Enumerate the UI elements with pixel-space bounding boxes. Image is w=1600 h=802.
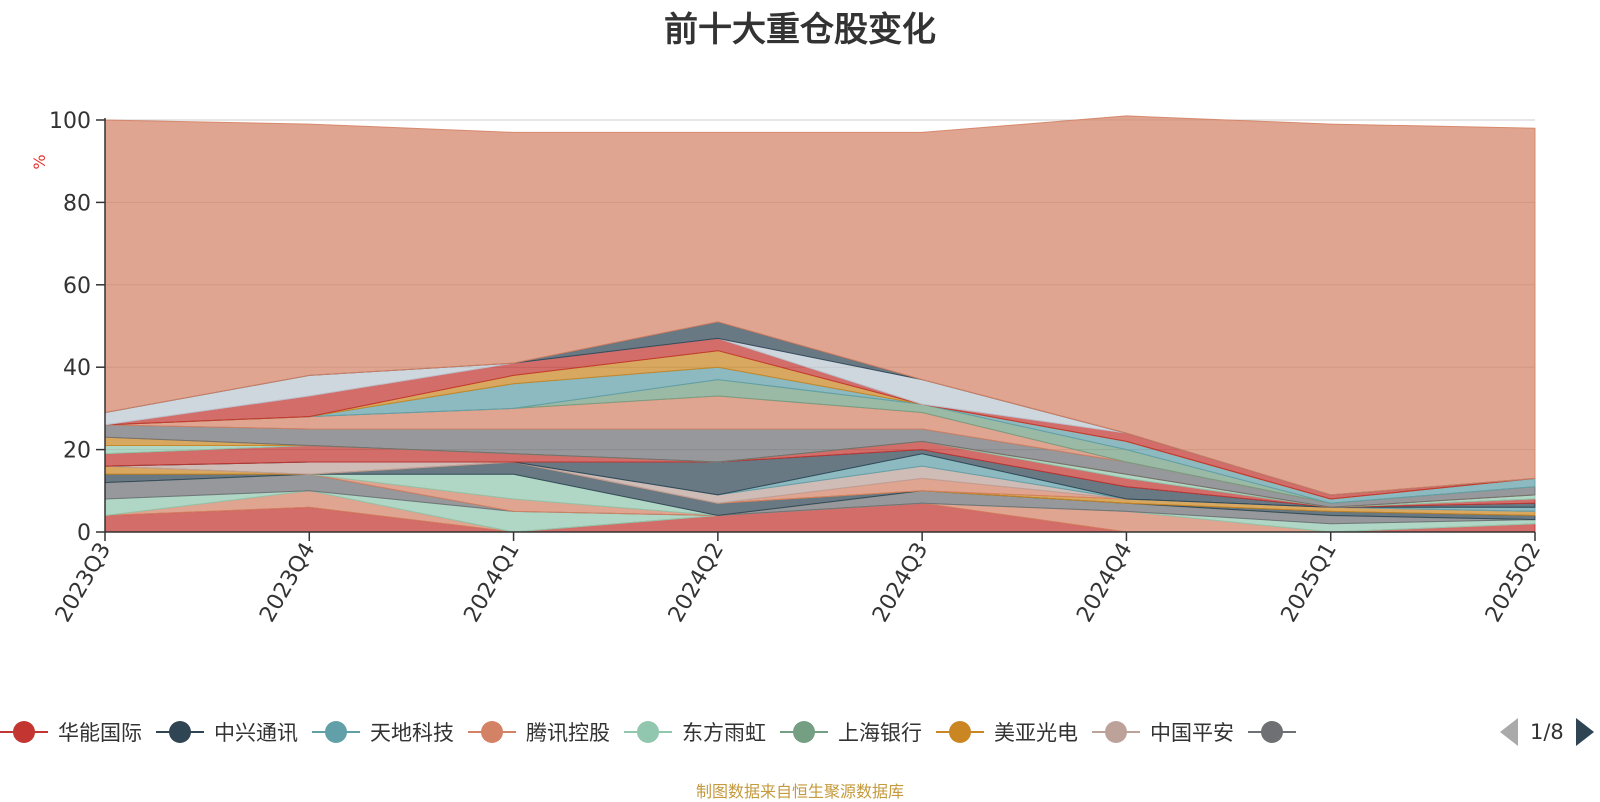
y-tick-label: 20 — [63, 439, 91, 464]
y-tick-label: 40 — [63, 356, 91, 381]
legend-marker-icon — [1092, 720, 1140, 744]
stacked-area-chart: 0 20 40 60 80 100 2023Q3 2023Q4 2024Q1 2024Q2 2024… — [30, 109, 1546, 627]
chart-legend: 华能国际 中兴通讯 天地科技 腾讯控股 东方雨虹 上海银行 美亚光电 中国平安 — [0, 714, 1470, 750]
y-tick-label: 0 — [77, 521, 91, 546]
data-source-note: 制图数据来自恒生聚源数据库 — [695, 782, 904, 801]
legend-next-page-icon[interactable] — [1575, 718, 1594, 746]
legend-item[interactable]: 上海银行 — [780, 714, 922, 750]
legend-pager: 1/8 — [1500, 714, 1594, 750]
legend-label: 天地科技 — [370, 721, 454, 745]
legend-item[interactable]: 天地科技 — [312, 714, 454, 750]
x-tick-label: 2023Q4 — [255, 539, 320, 627]
legend-item[interactable]: 中国平安 — [1092, 714, 1234, 750]
legend-label: 东方雨虹 — [682, 721, 766, 745]
legend-item[interactable]: 美亚光电 — [936, 714, 1078, 750]
legend-label: 腾讯控股 — [526, 721, 610, 745]
legend-label: 上海银行 — [838, 721, 922, 745]
x-tick-label: 2024Q1 — [459, 539, 524, 627]
legend-marker-icon — [0, 720, 48, 744]
legend-page-indicator: 1/8 — [1530, 720, 1564, 744]
y-tick-label: 60 — [63, 274, 91, 299]
legend-marker-icon — [1248, 720, 1296, 744]
legend-item[interactable]: 东方雨虹 — [624, 714, 766, 750]
x-tick-label: 2024Q4 — [1072, 539, 1137, 627]
legend-marker-icon — [936, 720, 984, 744]
legend-label: 中兴通讯 — [214, 721, 298, 745]
x-tick-label: 2024Q3 — [868, 539, 933, 627]
x-tick-label: 2024Q2 — [664, 539, 729, 627]
legend-marker-icon — [312, 720, 360, 744]
legend-label: 美亚光电 — [994, 721, 1078, 745]
legend-item[interactable]: 中兴通讯 — [156, 714, 298, 750]
x-tick-label: 2025Q2 — [1481, 539, 1546, 627]
legend-item[interactable]: 华能国际 — [0, 714, 142, 750]
legend-label: 中国平安 — [1150, 721, 1234, 745]
legend-marker-icon — [624, 720, 672, 744]
chart-title: 前十大重仓股变化 — [664, 10, 936, 50]
legend-item[interactable]: 腾讯控股 — [468, 714, 610, 750]
y-axis-unit-label: % — [30, 154, 49, 169]
y-tick-label: 100 — [49, 109, 91, 134]
y-tick-label: 80 — [63, 191, 91, 216]
legend-item[interactable] — [1248, 714, 1306, 750]
legend-marker-icon — [780, 720, 828, 744]
legend-marker-icon — [468, 720, 516, 744]
x-tick-label: 2025Q1 — [1277, 539, 1342, 627]
legend-label: 华能国际 — [58, 721, 142, 745]
area-series-24 — [104, 115, 1536, 496]
legend-marker-icon — [156, 720, 204, 744]
x-tick-label: 2023Q3 — [51, 539, 116, 627]
legend-prev-page-icon[interactable] — [1500, 718, 1518, 746]
